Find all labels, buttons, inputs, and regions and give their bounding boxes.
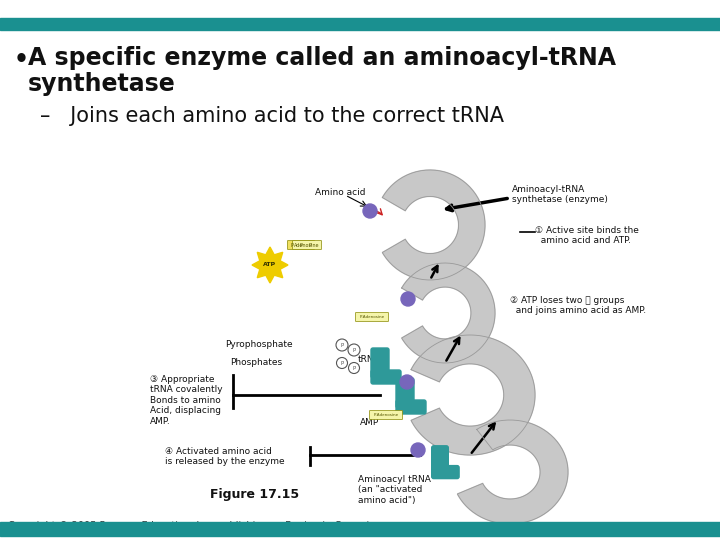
Text: Aminoacyl-tRNA
synthetase (enzyme): Aminoacyl-tRNA synthetase (enzyme) (512, 185, 608, 205)
Text: AMP: AMP (360, 418, 379, 427)
Circle shape (348, 362, 359, 374)
Bar (0, 522, 720, 536)
Polygon shape (382, 170, 485, 280)
FancyBboxPatch shape (432, 465, 459, 478)
Text: synthetase: synthetase (28, 72, 176, 96)
Text: A specific enzyme called an aminoacyl-tRNA: A specific enzyme called an aminoacyl-tR… (28, 46, 616, 70)
Text: Pyrophosphate: Pyrophosphate (225, 340, 292, 349)
Text: Phosphates: Phosphates (230, 358, 282, 367)
Text: P: P (300, 243, 302, 248)
Polygon shape (252, 247, 288, 283)
Circle shape (401, 292, 415, 306)
FancyBboxPatch shape (297, 240, 305, 249)
Text: tRNA: tRNA (358, 355, 381, 364)
Text: P: P (309, 243, 312, 248)
Circle shape (363, 204, 377, 218)
Text: P: P (352, 366, 356, 371)
Polygon shape (402, 263, 495, 363)
Text: P: P (341, 361, 343, 366)
Text: P: P (341, 343, 343, 348)
Text: Aminoacyl tRNA
(an "activated
amino acid"): Aminoacyl tRNA (an "activated amino acid… (358, 475, 431, 505)
FancyBboxPatch shape (287, 240, 297, 249)
Text: Adenosine: Adenosine (294, 243, 320, 248)
FancyBboxPatch shape (292, 240, 322, 249)
Text: Copyright © 2005 Pearson Education, Inc. publishing as Benjamin Cummings: Copyright © 2005 Pearson Education, Inc.… (8, 521, 387, 531)
FancyBboxPatch shape (371, 348, 389, 378)
FancyBboxPatch shape (396, 400, 426, 414)
Circle shape (411, 443, 425, 457)
Text: P-Adenosine: P-Adenosine (360, 315, 385, 320)
FancyBboxPatch shape (305, 240, 315, 249)
FancyBboxPatch shape (371, 370, 401, 384)
Text: ATP: ATP (264, 262, 276, 267)
Text: •: • (14, 48, 29, 72)
Text: ② ATP loses two Ⓟ groups
  and joins amino acid as AMP.: ② ATP loses two Ⓟ groups and joins amino… (510, 296, 646, 315)
Polygon shape (457, 420, 568, 524)
Text: P-Adenosine: P-Adenosine (374, 414, 399, 417)
FancyBboxPatch shape (432, 446, 449, 473)
FancyBboxPatch shape (369, 410, 402, 420)
Text: ① Active site binds the
  amino acid and ATP.: ① Active site binds the amino acid and A… (535, 226, 639, 245)
Circle shape (348, 344, 360, 356)
Text: ④ Activated amino acid
is released by the enzyme: ④ Activated amino acid is released by th… (165, 447, 284, 467)
Text: P: P (352, 348, 356, 353)
FancyBboxPatch shape (396, 378, 414, 408)
Circle shape (400, 375, 414, 389)
Text: ③ Appropriate
tRNA covalently
Bonds to amino
Acid, displacing
AMP.: ③ Appropriate tRNA covalently Bonds to a… (150, 375, 222, 426)
Circle shape (336, 357, 348, 368)
Bar (0, 18, 720, 30)
Text: P: P (291, 243, 294, 248)
Text: Figure 17.15: Figure 17.15 (210, 488, 299, 501)
Text: –   Joins each amino acid to the correct tRNA: – Joins each amino acid to the correct t… (40, 106, 504, 126)
Polygon shape (411, 335, 535, 455)
Circle shape (336, 339, 348, 351)
Text: Amino acid: Amino acid (315, 188, 366, 197)
FancyBboxPatch shape (356, 313, 389, 321)
